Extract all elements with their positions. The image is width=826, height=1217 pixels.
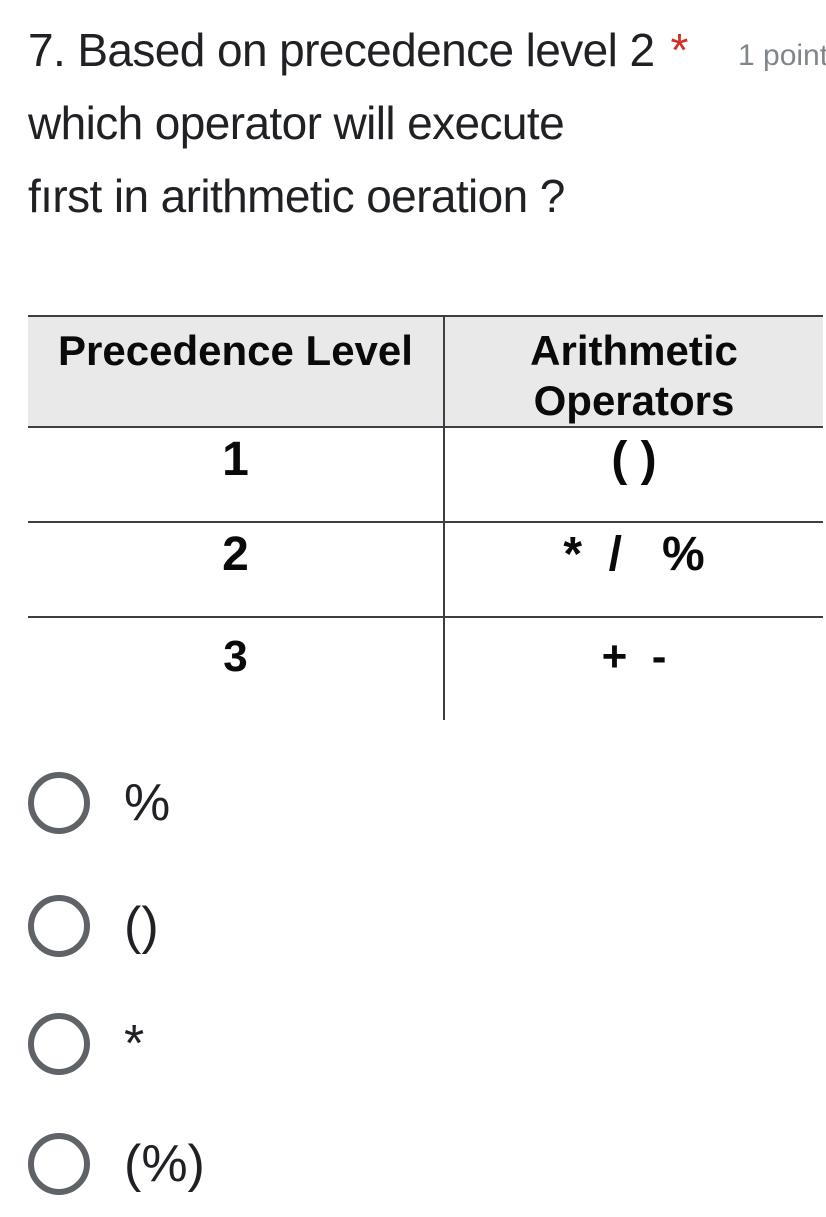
question-text-part-1: 7. Based on precedence level 2 bbox=[28, 24, 655, 76]
cell-precedence-level-1: 1 bbox=[28, 428, 445, 521]
radio-icon[interactable] bbox=[28, 772, 90, 834]
question-title-line-3: fırst in arithmetic oeration ? bbox=[28, 170, 565, 222]
question-title: 7. Based on precedence level 2 * which op… bbox=[28, 14, 788, 233]
option-label[interactable]: () bbox=[124, 897, 159, 955]
radio-icon[interactable] bbox=[28, 1013, 90, 1075]
cell-operators-2: * / % bbox=[563, 528, 705, 581]
option-row-parentheses[interactable]: () bbox=[28, 895, 159, 957]
cell-precedence-level-3: 3 bbox=[28, 618, 445, 720]
table-header-row: Precedence Level Arithmetic Operators bbox=[28, 317, 823, 428]
cell-precedence-level-2: 2 bbox=[28, 523, 445, 616]
header-cell-arithmetic-operators: Arithmetic Operators bbox=[530, 327, 738, 424]
table-row: 2 * / % bbox=[28, 523, 823, 618]
cell-operators-3: + - bbox=[601, 632, 667, 681]
option-label[interactable]: (%) bbox=[124, 1135, 205, 1193]
option-row-asterisk[interactable]: * bbox=[28, 1013, 144, 1075]
option-row-percent[interactable]: % bbox=[28, 772, 170, 834]
cell-operators-1: ( ) bbox=[611, 433, 657, 486]
option-label[interactable]: * bbox=[124, 1015, 145, 1073]
radio-icon[interactable] bbox=[28, 895, 90, 957]
question-title-line-2: which operator will execute bbox=[28, 97, 565, 149]
option-row-percent-parentheses[interactable]: (%) bbox=[28, 1133, 205, 1195]
question-title-line-1: 7. Based on precedence level 2 * bbox=[28, 14, 788, 87]
precedence-table: Precedence Level Arithmetic Operators 1 … bbox=[28, 315, 823, 720]
points-label: 1 point bbox=[738, 39, 826, 72]
required-asterisk: * bbox=[670, 24, 688, 76]
radio-icon[interactable] bbox=[28, 1133, 90, 1195]
table-row: 1 ( ) bbox=[28, 428, 823, 523]
table-row: 3 + - bbox=[28, 618, 823, 720]
option-label[interactable]: % bbox=[124, 774, 171, 832]
header-cell-precedence-level: Precedence Level bbox=[28, 317, 445, 426]
